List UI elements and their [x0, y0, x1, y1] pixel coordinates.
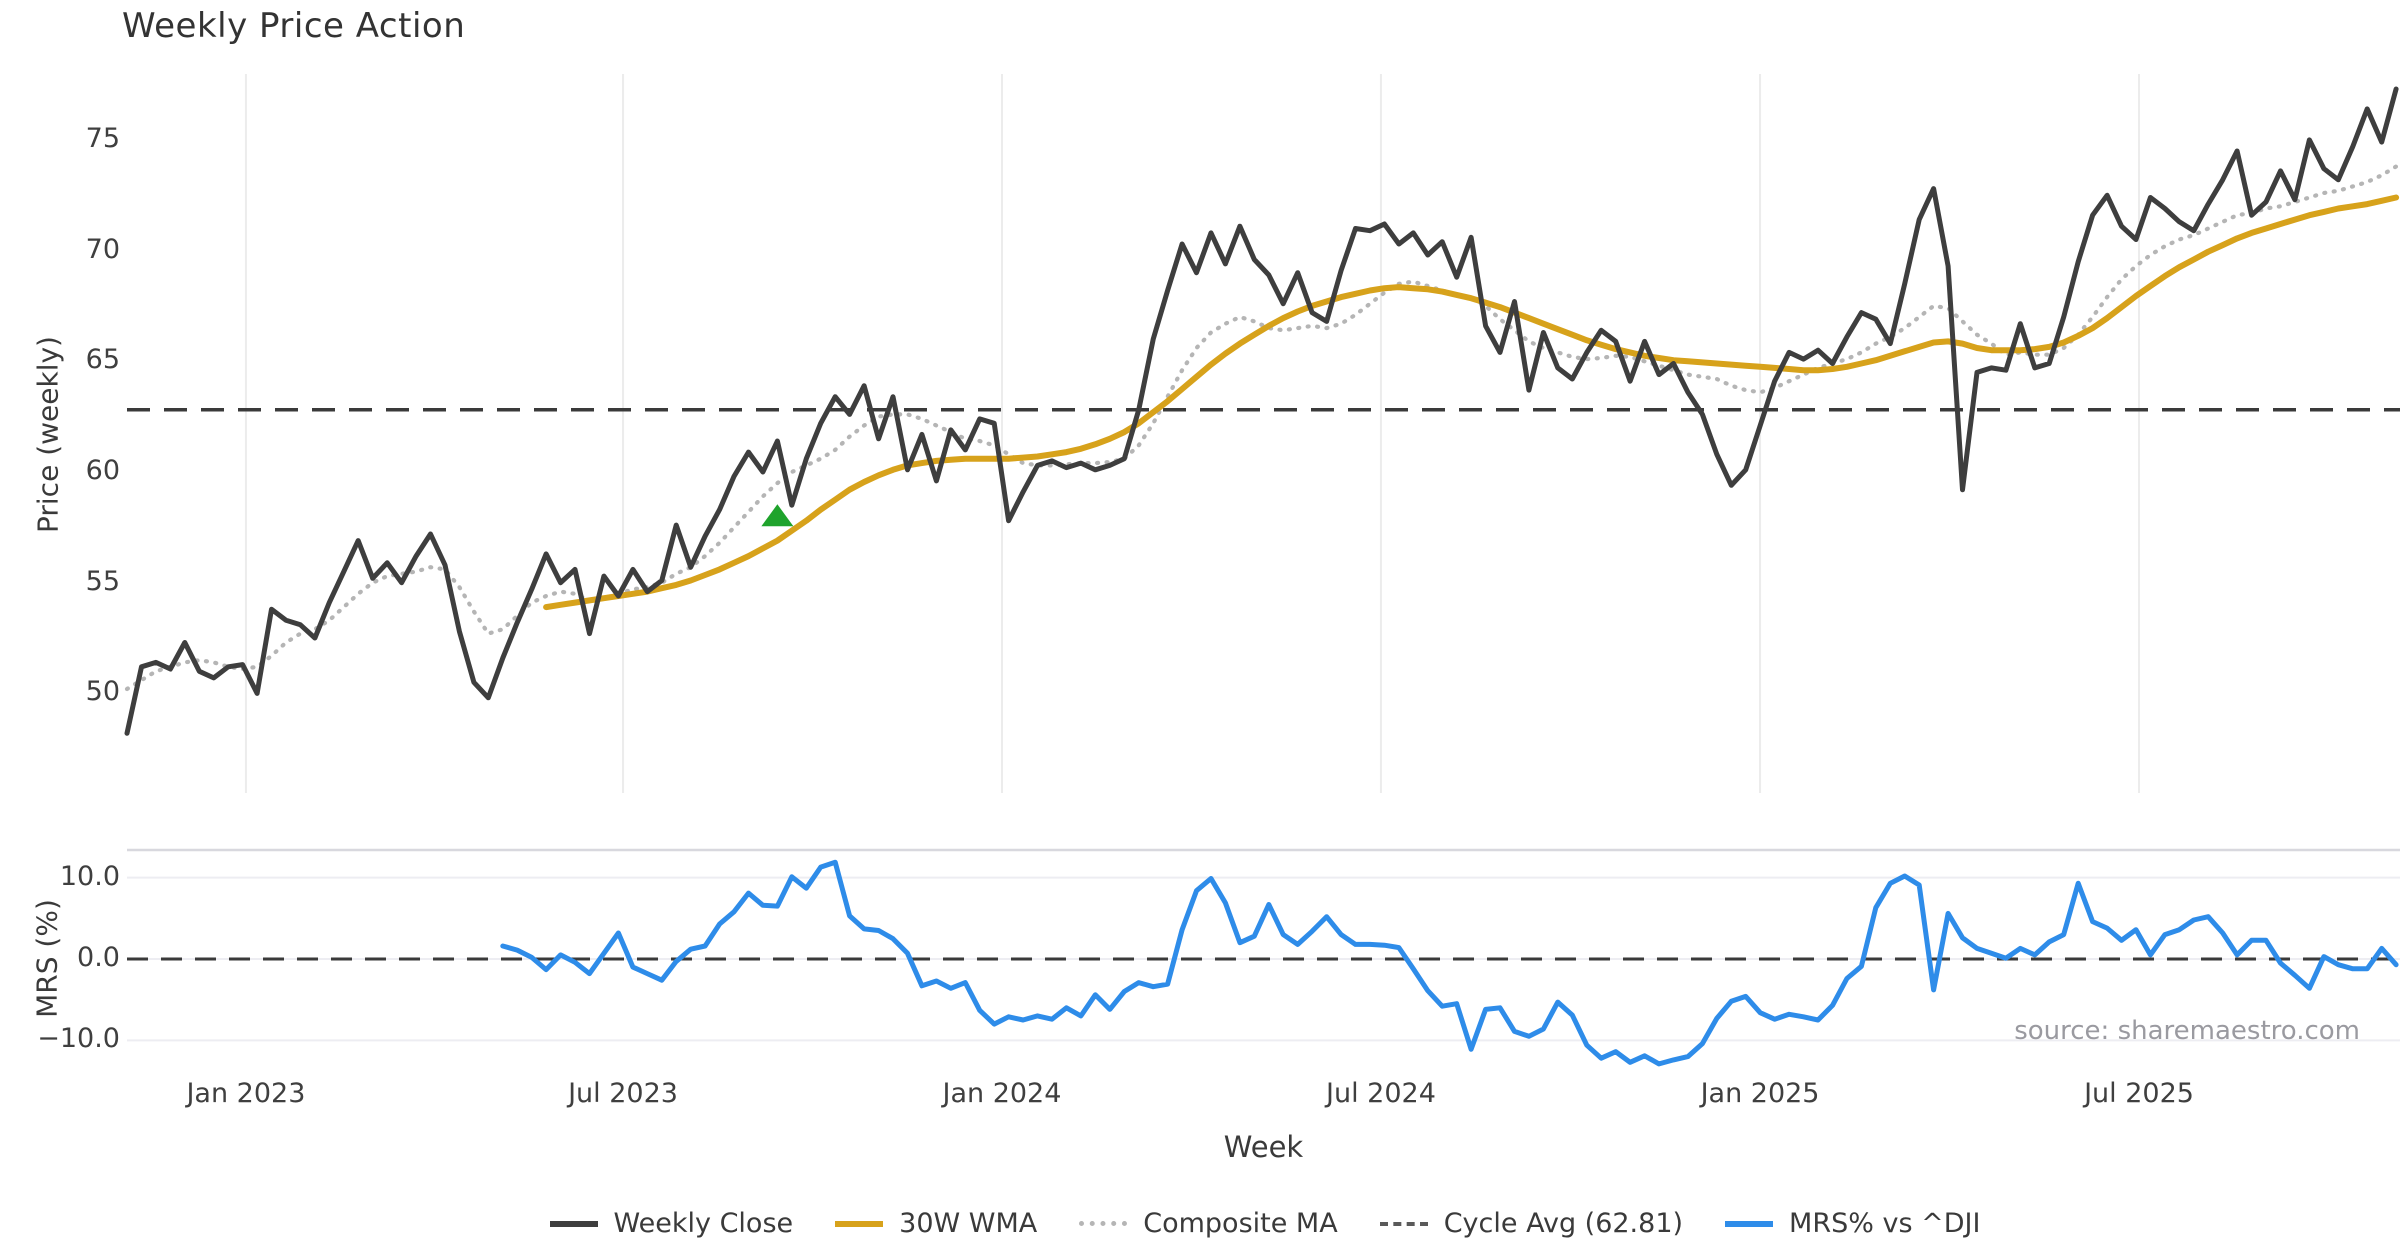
- legend-item-3: Cycle Avg (62.81): [1379, 1208, 1684, 1239]
- legend-label: 30W WMA: [899, 1208, 1038, 1239]
- legend-swatch-solid-icon: [835, 1220, 884, 1227]
- legend-item-1: 30W WMA: [835, 1208, 1037, 1239]
- price-tick-65: 65: [85, 344, 120, 376]
- composite-ma-line: [124, 164, 2399, 692]
- mrs-tick-10: 10.0: [59, 860, 120, 892]
- legend-item-0: Weekly Close: [549, 1208, 794, 1239]
- price-tick-55: 55: [85, 565, 120, 597]
- mrs-line: [500, 859, 2399, 1067]
- x-tick-Jan-2025: Jan 2025: [1700, 1078, 1820, 1109]
- x-axis-title: Week: [1223, 1130, 1304, 1164]
- weekly-close-line: [124, 86, 2399, 736]
- legend-swatch-solid-icon: [549, 1220, 598, 1227]
- x-tick-Jul-2025: Jul 2025: [2084, 1078, 2194, 1109]
- legend-label: Composite MA: [1143, 1208, 1338, 1239]
- buy-signal-marker: [761, 504, 794, 527]
- x-tick-Jul-2024: Jul 2024: [1326, 1078, 1436, 1109]
- price-tick-70: 70: [85, 233, 120, 265]
- legend-label: Weekly Close: [613, 1208, 794, 1239]
- price-tick-75: 75: [85, 122, 120, 154]
- mrs-tick--10: −10.0: [37, 1023, 120, 1055]
- legend-item-2: Composite MA: [1079, 1208, 1338, 1239]
- legend-label: MRS% vs ^DJI: [1789, 1208, 1981, 1239]
- legend-label: Cycle Avg (62.81): [1443, 1208, 1684, 1239]
- legend-swatch-dashed-icon: [1379, 1221, 1428, 1226]
- legend-item-4: MRS% vs ^DJI: [1725, 1208, 1980, 1239]
- legend-swatch-dotted-icon: [1079, 1221, 1128, 1226]
- wma-30w-line: [543, 194, 2400, 611]
- legend-swatch-solid-icon: [1725, 1220, 1774, 1227]
- price-tick-60: 60: [85, 455, 120, 486]
- chart-title: Weekly Price Action: [122, 6, 466, 46]
- mrs-tick-0: 0.0: [77, 942, 120, 973]
- x-tick-Jul-2023: Jul 2023: [568, 1078, 678, 1109]
- x-tick-Jan-2024: Jan 2024: [942, 1078, 1062, 1109]
- source-watermark: source: sharemaestro.com: [2014, 1016, 2360, 1046]
- price-tick-50: 50: [85, 676, 120, 708]
- chart-legend: Weekly Close 30W WMA Composite MA Cycle Avg…: [130, 1208, 2400, 1239]
- x-tick-Jan-2023: Jan 2023: [186, 1078, 306, 1109]
